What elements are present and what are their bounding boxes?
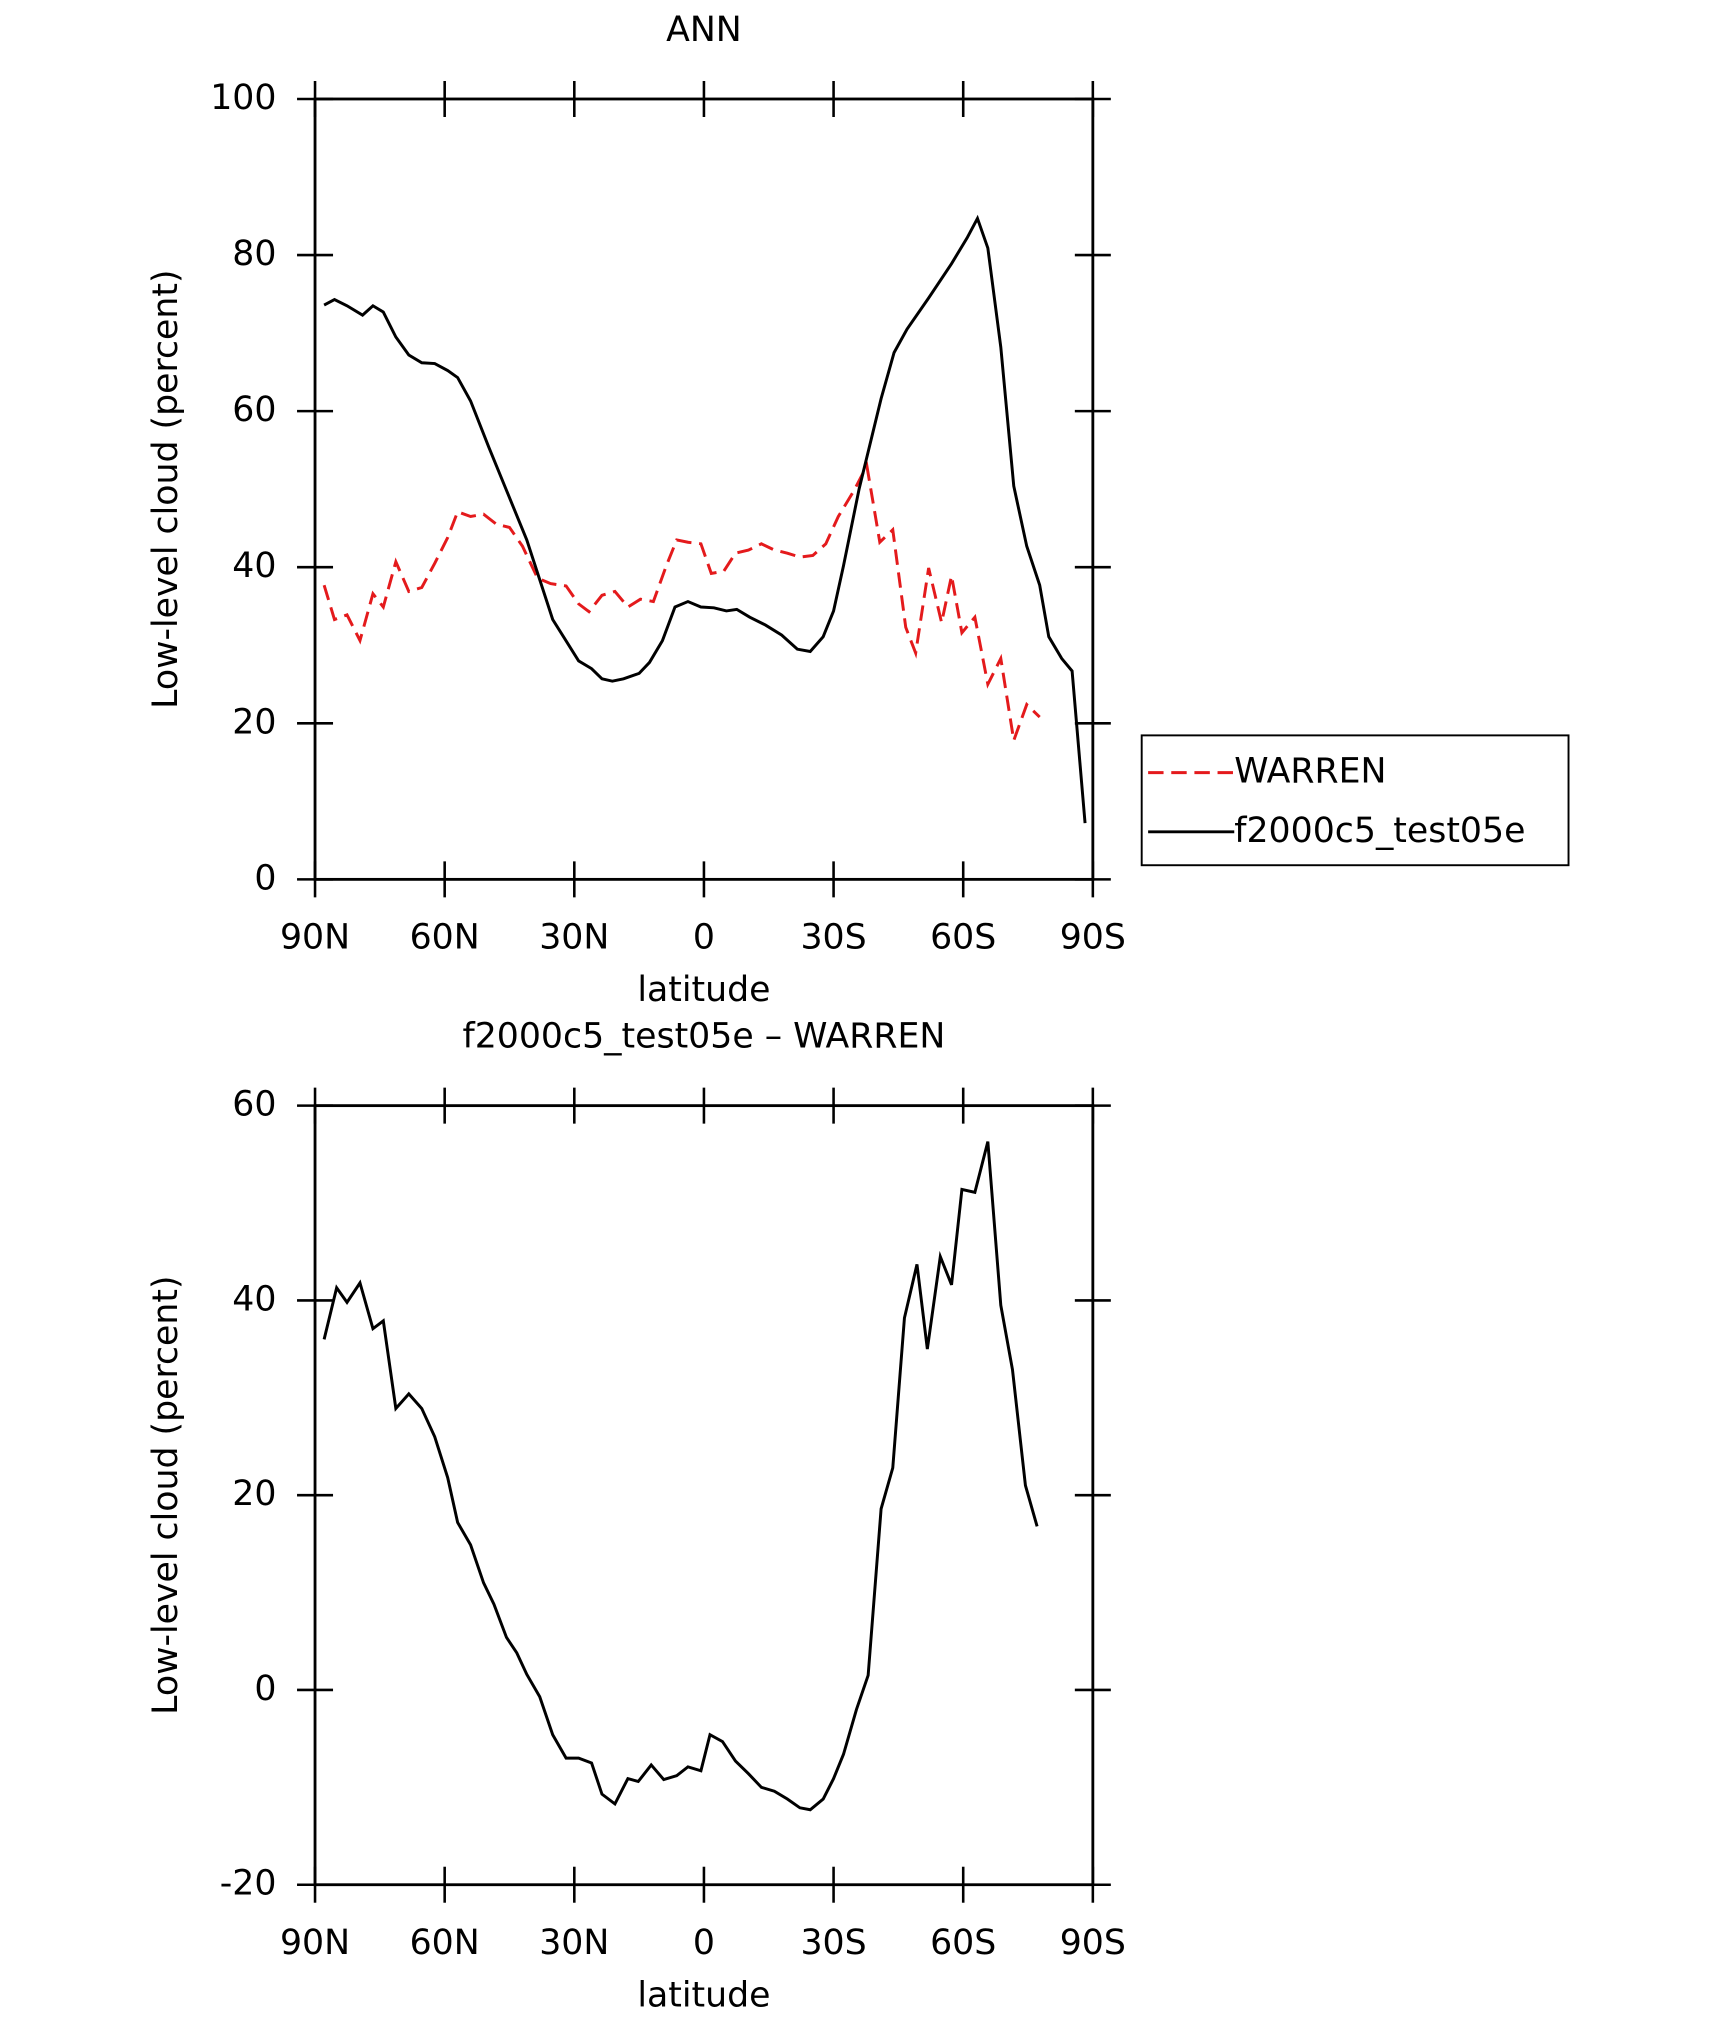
x-tick-label: 60N [410,1923,480,1963]
chart-title: ANN [666,10,742,50]
y-tick-label: 40 [232,1279,276,1319]
plot-frame [313,97,1095,881]
y-tick-label: 0 [254,858,276,898]
x-tick-label: 30N [539,1923,609,1963]
chart-title: f2000c5_test05e – WARREN [462,1016,945,1056]
plot-frame [313,1104,1095,1887]
x-tick-label: 60N [410,918,480,958]
x-tick-label: 0 [693,918,715,958]
x-tick-label: 90S [1060,1923,1126,1963]
y-tick-label: 60 [232,1085,276,1125]
y-tick-label: 0 [254,1669,276,1709]
x-tick-label: 90N [280,918,350,958]
y-tick-label: -20 [220,1864,277,1904]
x-tick-label: 90S [1060,918,1126,958]
data-line [323,214,1087,824]
x-tick-label: 0 [693,1923,715,1963]
data-line [322,1141,1039,1812]
x-tick-label: 90N [280,1923,350,1963]
x-tick-label: 60S [930,918,996,958]
y-tick-label: 40 [232,546,276,586]
x-tick-label: 30N [539,918,609,958]
y-axis-label: Low-level cloud (percent) [146,269,186,708]
y-tick-label: 20 [232,702,276,742]
x-axis-label: latitude [637,1976,770,2016]
y-tick-label: 80 [232,234,276,274]
legend-box [1140,734,1570,867]
legend-label: f2000c5_test05e [1234,811,1525,851]
y-tick-label: 20 [232,1474,276,1514]
x-tick-label: 30S [800,1923,866,1963]
y-tick-label: 100 [210,78,276,118]
y-axis-label: Low-level cloud (percent) [146,1275,186,1714]
legend-label: WARREN [1234,752,1386,792]
data-line [322,461,1041,741]
x-axis-label: latitude [637,970,770,1010]
y-tick-label: 60 [232,390,276,430]
x-tick-label: 60S [930,1923,996,1963]
x-tick-label: 30S [800,918,866,958]
